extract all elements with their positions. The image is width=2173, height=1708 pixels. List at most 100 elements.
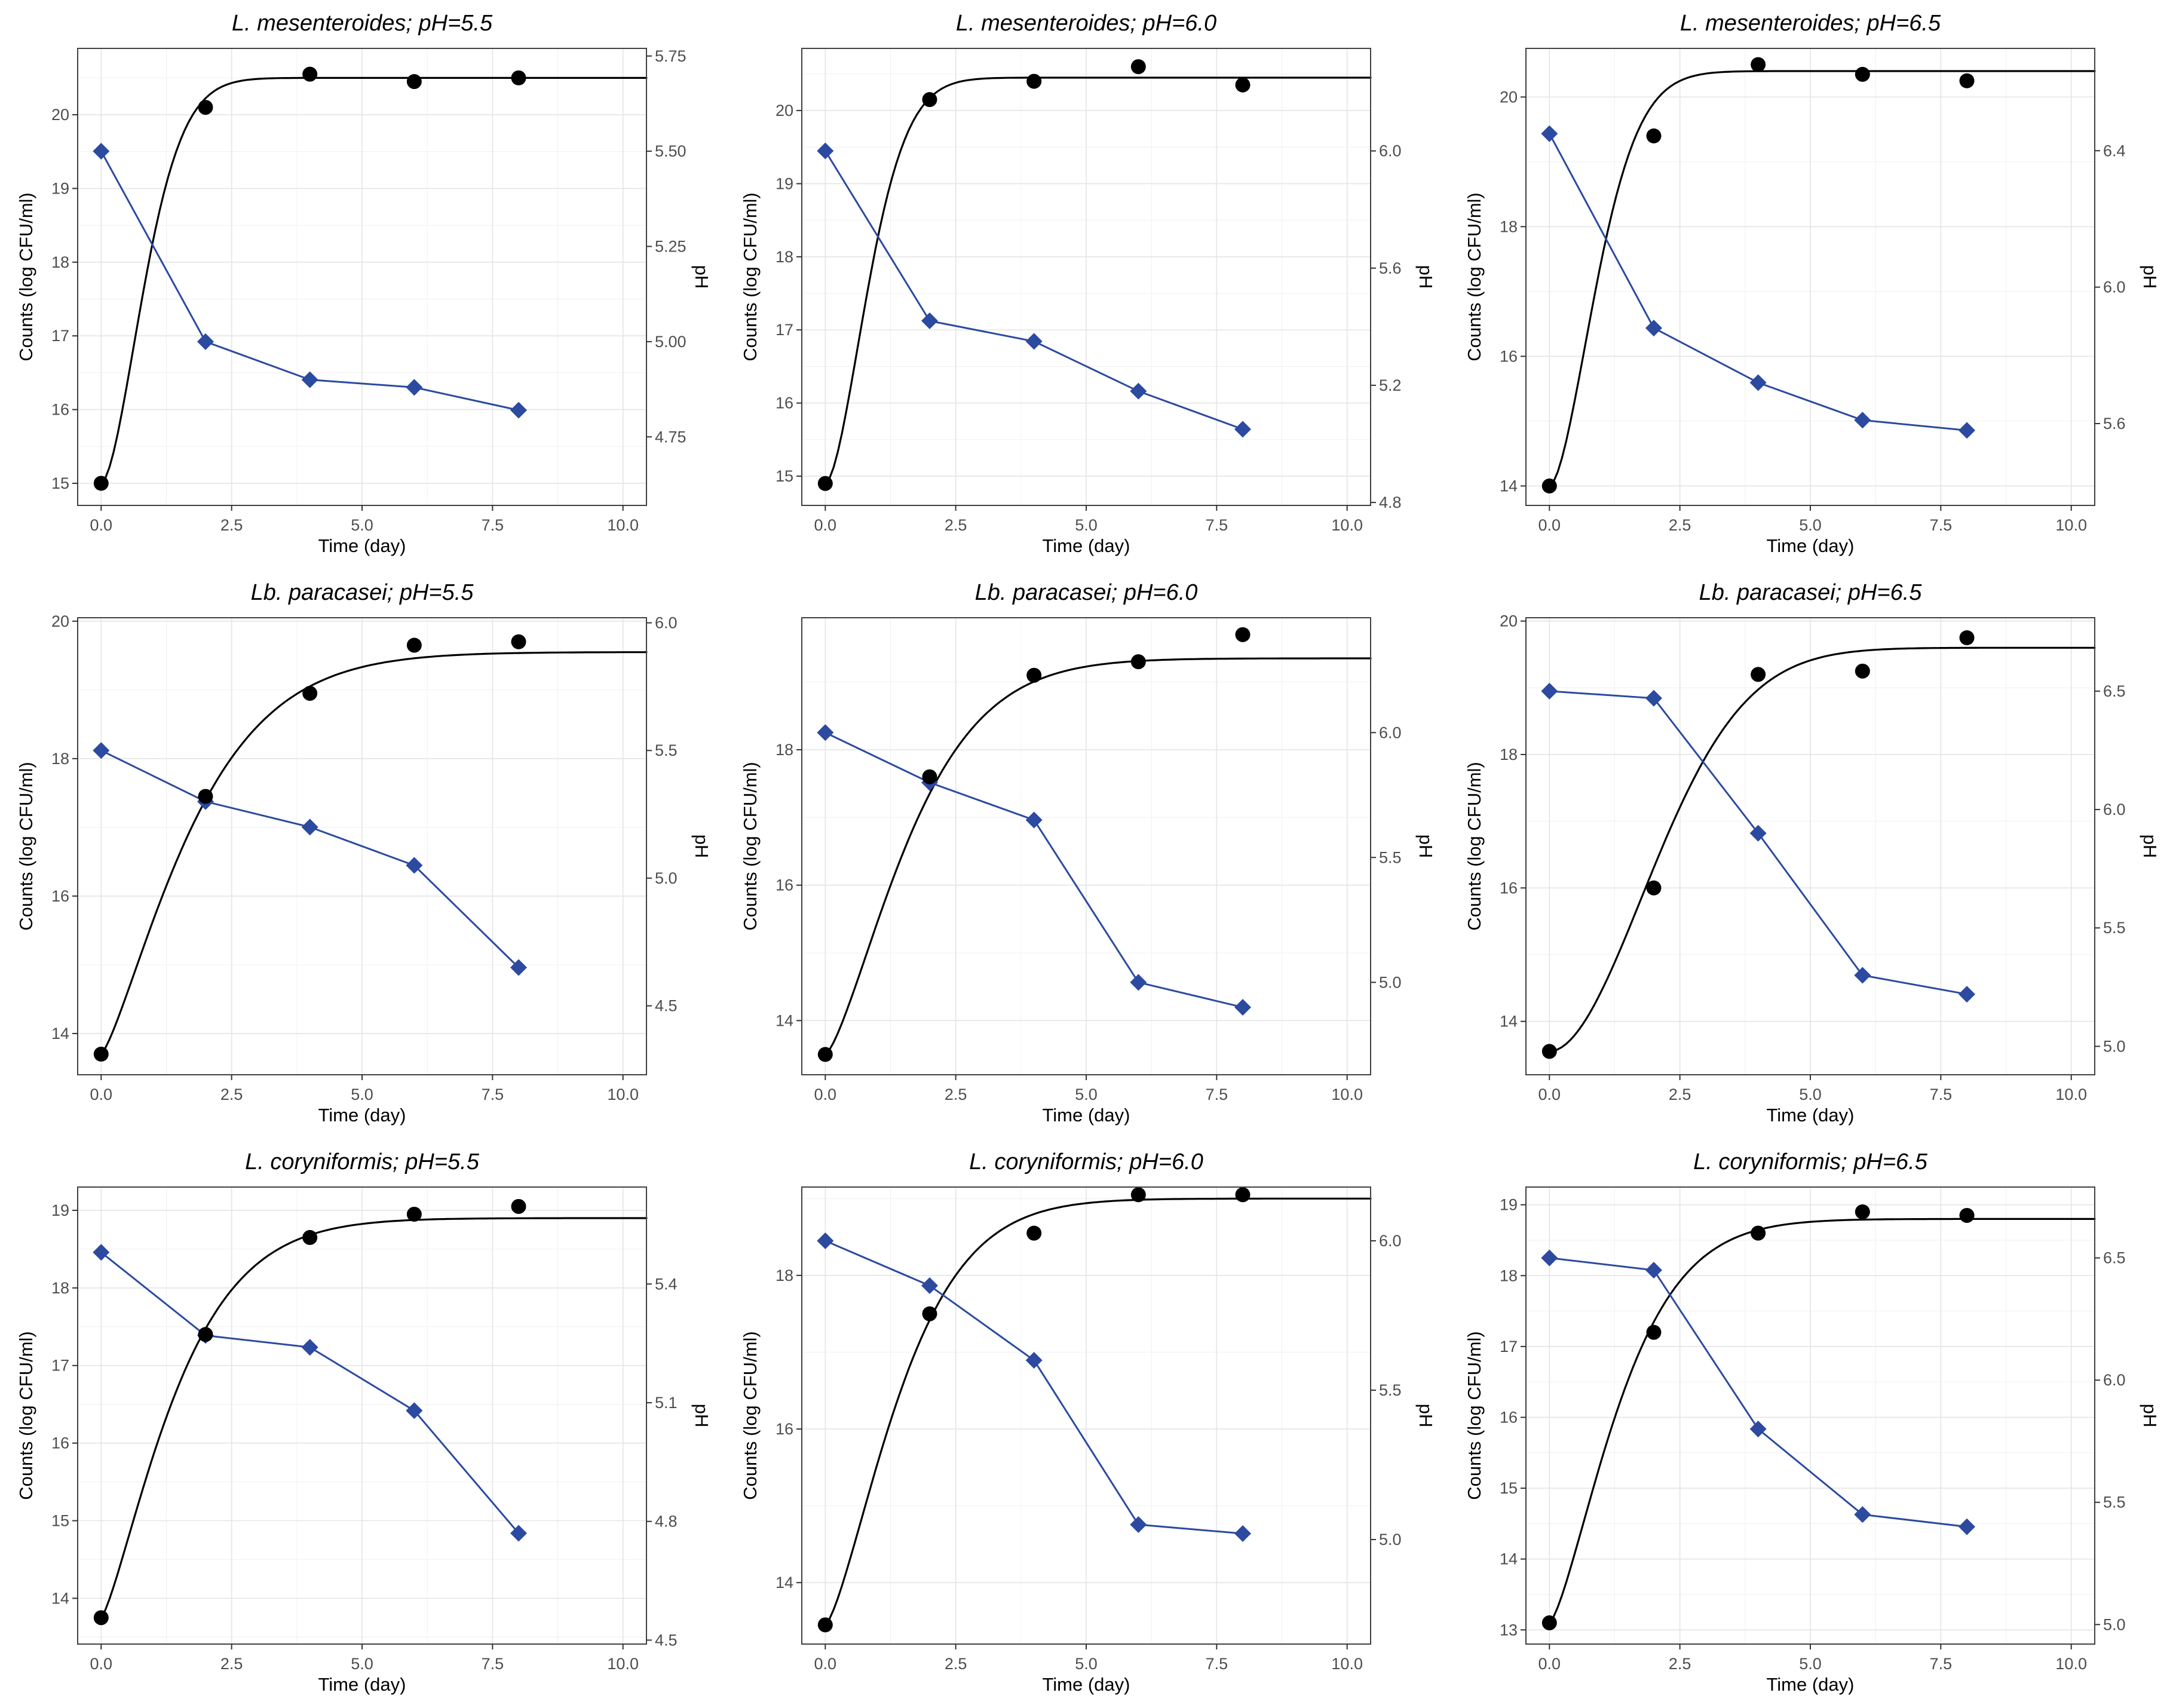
svg-text:4.8: 4.8: [655, 1513, 678, 1531]
svg-text:0.0: 0.0: [90, 1655, 113, 1673]
tick-marks: [72, 55, 652, 511]
left-y-tick-labels: 14 15 16 17 18 19: [51, 1201, 69, 1607]
chart-title: L. mesenteroides; pH=6.5: [1680, 11, 1941, 36]
x-tick-labels: 0.0 2.5 5.0 7.5 10.0: [814, 1655, 1363, 1673]
counts-circle-marker: [817, 476, 833, 491]
svg-text:2.5: 2.5: [220, 516, 243, 534]
svg-text:18: 18: [51, 750, 69, 768]
x-tick-labels: 0.0 2.5 5.0 7.5 10.0: [814, 516, 1363, 534]
counts-points: [817, 1187, 1251, 1633]
major-gridlines: [1526, 1187, 2095, 1644]
svg-text:19: 19: [1500, 1196, 1518, 1214]
svg-text:7.5: 7.5: [482, 1655, 504, 1673]
ph-points: [1541, 1249, 1976, 1535]
svg-text:2.5: 2.5: [220, 1655, 243, 1673]
left-y-axis-title: Counts (log CFU/ml): [740, 1331, 761, 1500]
svg-text:5.0: 5.0: [655, 869, 678, 887]
counts-circle-marker: [1751, 1225, 1766, 1241]
counts-circle-marker: [1855, 66, 1870, 82]
svg-text:18: 18: [776, 248, 793, 266]
svg-text:15: 15: [776, 467, 793, 485]
svg-text:6.0: 6.0: [2103, 801, 2126, 818]
svg-text:14: 14: [1500, 1550, 1518, 1568]
chart-svg: 0.0 2.5 5.0 7.5 10.0 14 16 18 5.0 5.5 6.0 Time (day…: [740, 580, 1433, 1126]
right-y-axis-title: pH: [691, 835, 709, 858]
major-gridlines: [802, 1187, 1371, 1644]
svg-text:10.0: 10.0: [2055, 1655, 2087, 1673]
ph-diamond-marker: [406, 857, 423, 874]
svg-text:18: 18: [51, 253, 69, 271]
svg-text:18: 18: [776, 1267, 793, 1284]
x-tick-labels: 0.0 2.5 5.0 7.5 10.0: [1538, 516, 2087, 534]
chart-svg: 0.0 2.5 5.0 7.5 10.0 14 16 18 20 5.6 6.0 6.4 Time (d…: [1464, 11, 2157, 556]
right-y-axis-title: pH: [2140, 265, 2157, 289]
ph-diamond-marker: [1854, 967, 1871, 984]
fit-curve: [824, 1197, 1372, 1626]
ph-diamond-marker: [301, 371, 318, 388]
svg-text:2.5: 2.5: [1669, 516, 1691, 534]
chart-panel-coryniformis-60: 0.0 2.5 5.0 7.5 10.0 14 16 18 5.0 5.5 6.0 Time (day…: [724, 1139, 1448, 1708]
ph-diamond-marker: [1645, 689, 1662, 707]
ph-points: [93, 143, 528, 419]
ph-diamond-marker: [1854, 412, 1871, 429]
x-tick-labels: 0.0 2.5 5.0 7.5 10.0: [90, 1655, 639, 1673]
svg-text:18: 18: [1500, 746, 1518, 763]
svg-text:5.0: 5.0: [1075, 1655, 1098, 1673]
left-y-axis-title: Counts (log CFU/ml): [740, 192, 761, 361]
ph-diamond-marker: [1645, 320, 1662, 337]
fit-curve: [1548, 70, 2096, 487]
counts-circle-marker: [1026, 73, 1042, 89]
svg-text:7.5: 7.5: [1206, 516, 1228, 534]
svg-text:5.75: 5.75: [655, 47, 686, 65]
counts-circle-marker: [1130, 59, 1146, 75]
counts-circle-marker: [1026, 667, 1042, 683]
left-y-axis-title: Counts (log CFU/ml): [1464, 192, 1485, 361]
svg-text:5.5: 5.5: [1379, 1381, 1402, 1399]
chart-svg: 0.0 2.5 5.0 7.5 10.0 15 16 17 18 19 20 4.8 5.2 5.6 6.0…: [740, 11, 1433, 556]
right-y-axis-title: pH: [1415, 835, 1433, 858]
fit-curve: [1548, 646, 2096, 1053]
svg-text:14: 14: [51, 1589, 69, 1607]
left-y-tick-labels: 15 16 17 18 19 20: [51, 106, 69, 492]
ph-diamond-marker: [1130, 974, 1147, 991]
fit-curve: [1548, 1218, 2096, 1624]
ph-diamond-marker: [1025, 811, 1043, 829]
ph-diamond-marker: [1130, 382, 1147, 400]
left-y-tick-labels: 14 16 18: [776, 741, 793, 1029]
ph-diamond-marker: [921, 1277, 938, 1294]
svg-text:13: 13: [1500, 1621, 1518, 1639]
svg-text:5.6: 5.6: [1379, 259, 1402, 277]
x-axis-title: Time (day): [318, 535, 406, 556]
svg-text:17: 17: [51, 327, 69, 345]
svg-text:7.5: 7.5: [1206, 1655, 1228, 1673]
svg-text:0.0: 0.0: [1538, 1655, 1561, 1673]
counts-circle-marker: [1959, 630, 1975, 646]
ph-diamond-marker: [1541, 682, 1558, 700]
chart-svg: 0.0 2.5 5.0 7.5 10.0 14 16 18 20 5.0 5.5 6.0 6.5 Time…: [1464, 580, 2157, 1126]
svg-text:14: 14: [1500, 477, 1518, 495]
svg-text:15: 15: [51, 474, 69, 492]
svg-text:6.0: 6.0: [2103, 278, 2126, 296]
svg-text:2.5: 2.5: [945, 516, 967, 534]
right-y-tick-labels: 4.75 5.00 5.25 5.50 5.75: [655, 47, 686, 446]
counts-points: [817, 59, 1251, 491]
counts-points: [1541, 57, 1975, 493]
svg-text:18: 18: [1500, 217, 1518, 235]
svg-text:20: 20: [776, 102, 793, 119]
major-gridlines: [1526, 618, 2095, 1075]
fit-curve: [824, 657, 1372, 1056]
svg-text:10.0: 10.0: [607, 1085, 639, 1103]
svg-text:6.4: 6.4: [2103, 142, 2126, 160]
svg-text:5.0: 5.0: [1799, 1655, 1822, 1673]
counts-circle-marker: [1130, 1187, 1146, 1203]
svg-text:5.0: 5.0: [1075, 1085, 1098, 1103]
tick-marks: [1521, 1204, 2100, 1649]
counts-circle-marker: [198, 789, 213, 804]
chart-panel-coryniformis-65: 0.0 2.5 5.0 7.5 10.0 13 14 15 16 17 18 19 5.0 5.5 6.0 6…: [1448, 1139, 2172, 1708]
svg-text:17: 17: [776, 321, 793, 339]
ph-diamond-marker: [1234, 421, 1252, 438]
major-gridlines: [78, 48, 646, 505]
ph-diamond-marker: [921, 312, 938, 330]
svg-text:6.0: 6.0: [1379, 723, 1402, 741]
svg-text:19: 19: [776, 174, 793, 192]
